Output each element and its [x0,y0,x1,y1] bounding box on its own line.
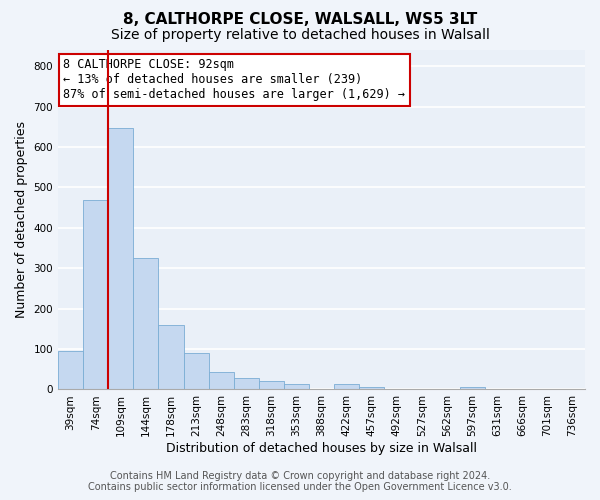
Y-axis label: Number of detached properties: Number of detached properties [15,121,28,318]
Bar [284,384,309,390]
Text: Contains HM Land Registry data © Crown copyright and database right 2024.
Contai: Contains HM Land Registry data © Crown c… [88,471,512,492]
Bar [108,128,133,390]
Bar [460,388,485,390]
Text: 8 CALTHORPE CLOSE: 92sqm
← 13% of detached houses are smaller (239)
87% of semi-: 8 CALTHORPE CLOSE: 92sqm ← 13% of detach… [64,58,406,102]
Bar [334,384,359,390]
Bar [133,258,158,390]
Bar [259,380,284,390]
Text: Size of property relative to detached houses in Walsall: Size of property relative to detached ho… [110,28,490,42]
X-axis label: Distribution of detached houses by size in Walsall: Distribution of detached houses by size … [166,442,477,455]
Bar [184,353,209,390]
Bar [209,372,233,390]
Bar [233,378,259,390]
Bar [158,325,184,390]
Text: 8, CALTHORPE CLOSE, WALSALL, WS5 3LT: 8, CALTHORPE CLOSE, WALSALL, WS5 3LT [123,12,477,28]
Bar [359,388,384,390]
Bar [58,351,83,390]
Bar [83,200,108,390]
